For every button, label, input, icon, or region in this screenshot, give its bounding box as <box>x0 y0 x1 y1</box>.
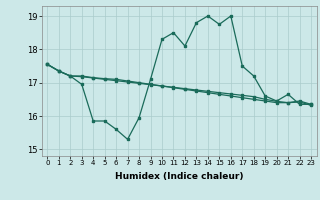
X-axis label: Humidex (Indice chaleur): Humidex (Indice chaleur) <box>115 172 244 181</box>
